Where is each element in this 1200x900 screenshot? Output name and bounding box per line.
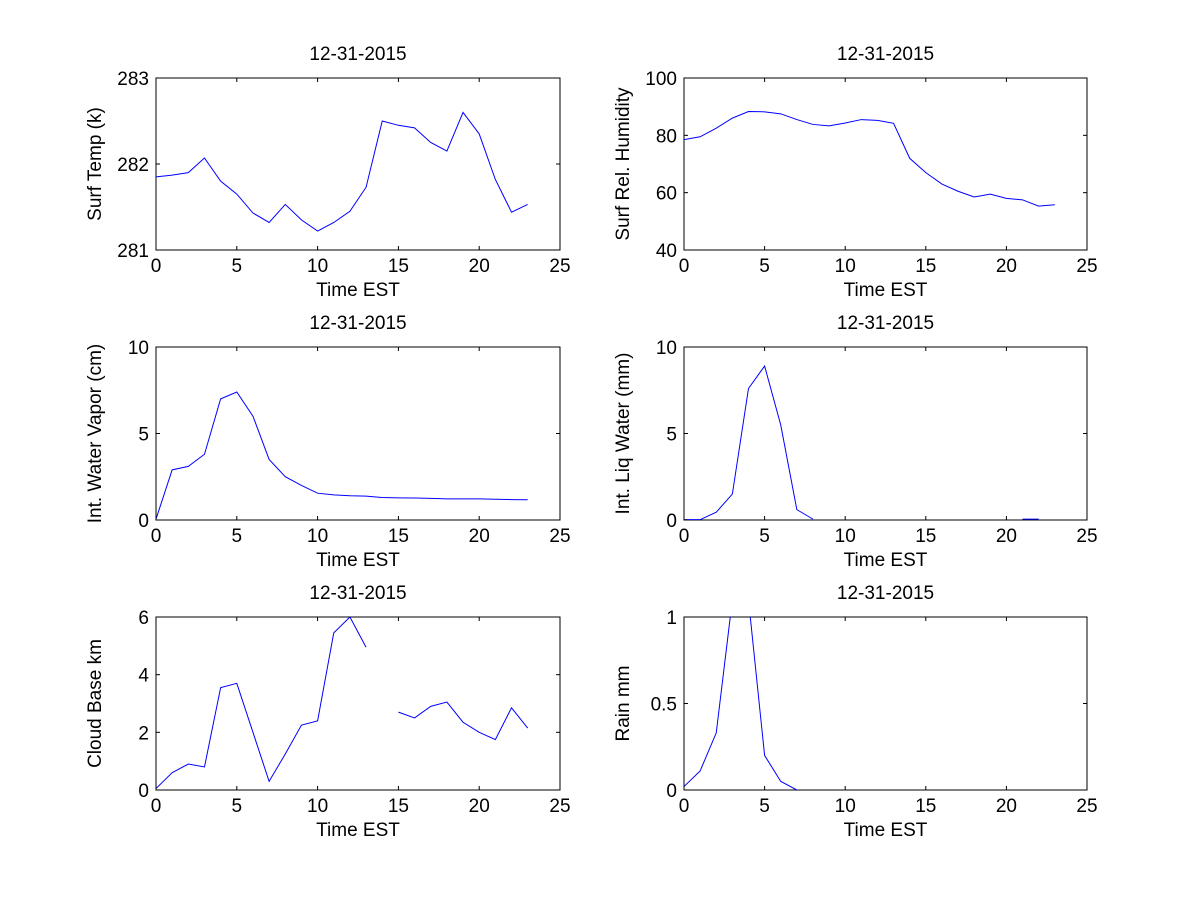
y-axis-label: Int. Water Vapor (cm) (85, 344, 106, 523)
x-axis-label: Time EST (316, 550, 400, 571)
subplot-6: 0 5 10 15 20 25 0 0.5 1 12-31-2015 Time EST Rain mm (613, 583, 1098, 841)
plot-area (155, 616, 561, 791)
x-tick-label: 20 (996, 796, 1017, 817)
x-axis-label: Time EST (316, 820, 400, 841)
x-tick-label: 15 (915, 526, 936, 547)
y-tick-label: 1 (666, 608, 677, 629)
x-tick-label: 25 (1076, 796, 1097, 817)
x-axis-label: Time EST (844, 550, 928, 571)
x-axis-label: Time EST (844, 280, 928, 301)
x-tick-label: 0 (679, 526, 690, 547)
x-tick-label: 5 (759, 796, 770, 817)
x-tick-label: 15 (388, 796, 409, 817)
x-axis-label: Time EST (316, 280, 400, 301)
x-tick-label: 0 (151, 796, 162, 817)
x-tick-label: 10 (307, 796, 328, 817)
x-tick-label: 10 (835, 526, 856, 547)
plot-area (155, 77, 561, 251)
y-axis-label: Int. Liq Water (mm) (613, 353, 634, 515)
x-tick-label: 20 (469, 796, 490, 817)
chart-title: 12-31-2015 (837, 313, 934, 334)
y-tick-label: 0 (666, 511, 677, 532)
y-axis-label: Cloud Base km (85, 639, 106, 768)
y-tick-label: 0 (666, 781, 677, 802)
x-tick-label: 5 (232, 796, 243, 817)
x-tick-label: 20 (469, 526, 490, 547)
chart-title: 12-31-2015 (309, 583, 406, 604)
x-tick-label: 25 (1076, 256, 1097, 277)
plot-area (683, 616, 1088, 791)
y-tick-label: 0 (138, 781, 149, 802)
x-tick-label: 15 (915, 256, 936, 277)
x-tick-label: 10 (835, 796, 856, 817)
y-tick-label: 0.5 (651, 695, 677, 716)
y-tick-label: 283 (117, 69, 149, 90)
y-tick-label: 0 (138, 511, 149, 532)
x-tick-label: 20 (996, 526, 1017, 547)
chart-title: 12-31-2015 (309, 44, 406, 65)
subplot-3: 0 5 10 15 20 25 0 5 10 12-31-2015 Time EST Int. Wat… (85, 313, 571, 571)
series-line-1-segment-2 (398, 701, 529, 741)
x-tick-label: 5 (232, 256, 243, 277)
x-tick-label: 20 (469, 256, 490, 277)
x-tick-label: 5 (759, 526, 770, 547)
x-tick-label: 0 (679, 256, 690, 277)
x-tick-label: 20 (996, 256, 1017, 277)
y-tick-label: 100 (645, 69, 677, 90)
x-tick-label: 25 (1076, 526, 1097, 547)
x-tick-label: 5 (759, 256, 770, 277)
x-tick-label: 25 (549, 256, 570, 277)
y-tick-label: 4 (138, 666, 149, 687)
series-line-1-segment-1 (684, 111, 1055, 207)
x-tick-label: 0 (151, 256, 162, 277)
x-tick-label: 0 (679, 796, 690, 817)
y-tick-label: 40 (656, 241, 677, 262)
series-line-1-segment-1 (156, 617, 367, 789)
y-tick-label: 6 (138, 608, 149, 629)
y-tick-label: 281 (117, 241, 149, 262)
y-axis-label: Rain mm (613, 665, 634, 741)
subplot-2: 0 5 10 15 20 25 40 60 80 100 12-31-2015 Time EST Sur… (613, 44, 1098, 301)
y-tick-label: 5 (138, 425, 149, 446)
y-tick-label: 282 (117, 155, 149, 176)
x-tick-label: 10 (307, 256, 328, 277)
x-tick-label: 5 (232, 526, 243, 547)
chart-title: 12-31-2015 (309, 313, 406, 334)
plot-area (683, 77, 1088, 251)
y-axis-label: Surf Rel. Humidity (613, 87, 634, 241)
x-tick-label: 25 (549, 796, 570, 817)
chart-title: 12-31-2015 (837, 44, 934, 65)
series-line-1-segment-1 (156, 391, 528, 520)
y-tick-label: 2 (138, 723, 149, 744)
series-line-1-segment-1 (156, 111, 528, 232)
x-tick-label: 15 (388, 256, 409, 277)
x-tick-label: 25 (549, 526, 570, 547)
y-tick-label: 60 (656, 184, 677, 205)
subplot-1: 0 5 10 15 20 25 281 282 283 12-31-2015 Time EST Sur… (85, 44, 571, 301)
series-line-1-segment-1 (684, 364, 814, 520)
plot-area (683, 346, 1088, 521)
y-axis-label: Surf Temp (k) (85, 107, 106, 221)
y-tick-label: 10 (656, 338, 677, 359)
plot-area (155, 346, 561, 521)
x-tick-label: 15 (388, 526, 409, 547)
y-tick-label: 10 (128, 338, 149, 359)
x-tick-label: 15 (915, 796, 936, 817)
x-tick-label: 0 (151, 526, 162, 547)
x-tick-label: 10 (835, 256, 856, 277)
y-tick-label: 5 (666, 425, 677, 446)
chart-title: 12-31-2015 (837, 583, 934, 604)
y-tick-label: 80 (656, 126, 677, 147)
x-axis-label: Time EST (844, 820, 928, 841)
subplot-5: 0 5 10 15 20 25 0 2 4 6 12-31-2015 Time EST Cloud Ba… (85, 583, 571, 841)
subplot-4: 0 5 10 15 20 25 0 5 10 12-31-2015 Time EST Int. Liq… (613, 313, 1098, 571)
x-tick-label: 10 (307, 526, 328, 547)
series-line-1-segment-1 (684, 617, 798, 790)
